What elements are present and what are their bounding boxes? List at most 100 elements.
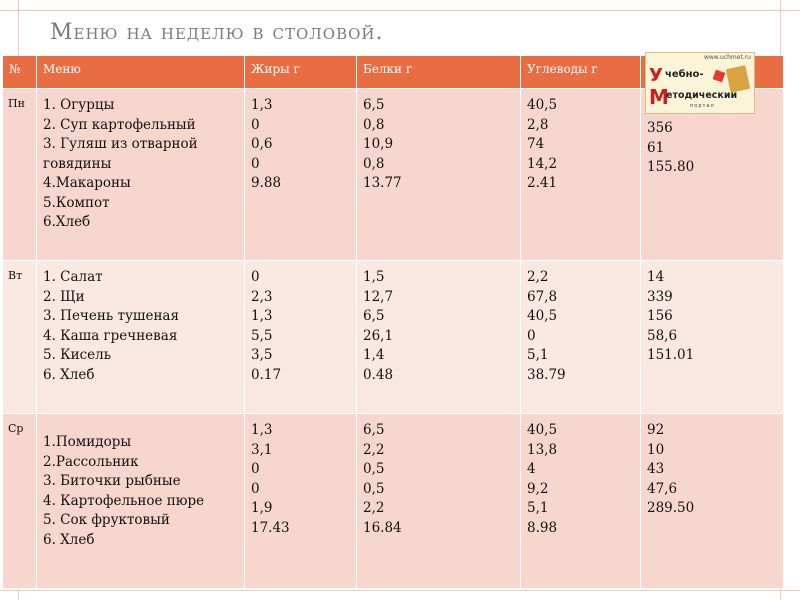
header-number: №	[2, 55, 37, 89]
decor-line	[0, 10, 800, 11]
logo-url: www.uchmet.ru	[703, 54, 751, 61]
decor-line	[0, 590, 800, 591]
logo-line2: етодический	[666, 90, 738, 101]
kcal-line: 155.80	[647, 159, 695, 175]
fat-line: 3,5	[251, 347, 273, 363]
protein-line: 26,1	[363, 327, 394, 344]
menu-line: 5. Кисель	[43, 347, 112, 363]
menu-line: 6. Хлеб	[43, 366, 95, 383]
kcal-line: 61	[647, 139, 665, 156]
day-label: Вт	[8, 269, 23, 282]
carbs-cell: 2,2 67,8 40,5 0 5,1 38.79	[520, 260, 641, 414]
kcal-cell: 14 339 156 58,6 151.01	[640, 260, 784, 414]
fat-line: 1,3	[251, 308, 273, 324]
table-row: Пн 1. Огурцы 2. Суп картофельный 3. Гуляш и…	[2, 88, 784, 261]
logo-line1: чебно-	[665, 69, 704, 80]
fat-line: 1,3	[251, 422, 273, 438]
menu-line: 5. Сок фруктовый	[43, 512, 170, 528]
header-menu: Меню	[36, 55, 245, 89]
menu-line: 4. Картофельное пюре	[43, 492, 205, 509]
day-cell: Вт	[2, 260, 37, 414]
protein-cell: 6,5 0,8 10,9 0,8 13.77	[356, 88, 521, 261]
kcal-line: 289.50	[647, 500, 695, 516]
carbs-line: 74	[527, 136, 545, 152]
fat-line: 0	[251, 155, 260, 172]
menu-line: 3. Гуляш из отварной говядины	[43, 136, 198, 172]
kcal-line: 356	[647, 120, 673, 136]
fat-line: 0,6	[251, 136, 273, 152]
fat-cell: 0 2,3 1,3 5,5 3,5 0.17	[244, 260, 357, 414]
fat-line: 1,3	[251, 97, 273, 113]
carbs-cell: 40,5 13,8 4 9,2 5,1 8.98	[520, 413, 641, 589]
protein-line: 12,7	[363, 288, 394, 305]
kcal-line: 339	[647, 288, 673, 305]
header-fat: Жиры г	[244, 55, 357, 89]
menu-line: 1. Огурцы	[43, 97, 115, 113]
fat-line: 0.17	[251, 366, 282, 383]
fat-line: 2,3	[251, 288, 273, 305]
kcal-line: 43	[647, 461, 665, 477]
protein-line: 0,8	[363, 155, 385, 172]
protein-cell: 6,5 2,2 0,5 0,5 2,2 16.84	[356, 413, 521, 589]
kcal-line: 92	[647, 422, 665, 438]
fat-line: 9.88	[251, 175, 282, 191]
protein-line: 0.48	[363, 366, 394, 383]
protein-line: 0,5	[363, 480, 385, 497]
protein-line: 0,8	[363, 116, 385, 133]
menu-line: 6.Хлеб	[43, 214, 91, 230]
carbs-line: 8.98	[527, 519, 558, 536]
carbs-line: 4	[527, 461, 536, 477]
menu-line: 6. Хлеб	[43, 531, 95, 548]
carbs-line: 40,5	[527, 308, 558, 324]
menu-line: 4.Макароны	[43, 175, 131, 191]
protein-line: 6,5	[363, 97, 385, 113]
menu-line: 1.Помидоры	[43, 434, 132, 450]
logo-cube-icon	[712, 69, 726, 83]
menu-line: 3. Печень тушеная	[43, 308, 180, 324]
carbs-line: 9,2	[527, 480, 549, 497]
menu-cell: 1. Салат 2. Щи 3. Печень тушеная 4. Каша гр…	[36, 260, 245, 414]
menu-line: 4. Каша гречневая	[43, 327, 178, 344]
header-protein: Белки г	[356, 55, 521, 89]
protein-line: 2,2	[363, 441, 385, 458]
fat-line: 0	[251, 116, 260, 133]
logo-letter-u: У	[649, 65, 663, 86]
protein-line: 6,5	[363, 422, 385, 438]
table-row: Ср 1.Помидоры 2.Рассольник 3. Биточки рыбны…	[2, 413, 784, 589]
day-cell: Пн	[2, 88, 37, 261]
logo-letter-m: М	[649, 85, 669, 109]
carbs-line: 13,8	[527, 441, 558, 458]
kcal-line: 58,6	[647, 327, 678, 344]
menu-line: 2. Суп картофельный	[43, 116, 196, 133]
fat-line: 0	[251, 269, 260, 285]
carbs-line: 38.79	[527, 366, 566, 383]
protein-line: 1,5	[363, 269, 385, 285]
protein-cell: 1,5 12,7 6,5 26,1 1,4 0.48	[356, 260, 521, 414]
fat-line: 3,1	[251, 441, 273, 458]
carbs-line: 40,5	[527, 97, 558, 113]
kcal-line: 151.01	[647, 347, 695, 363]
kcal-cell: 92 10 43 47,6 289.50	[640, 413, 784, 589]
fat-line: 1,9	[251, 500, 273, 516]
fat-cell: 1,3 0 0,6 0 9.88	[244, 88, 357, 261]
carbs-cell: 40,5 2,8 74 14,2 2.41	[520, 88, 641, 261]
carbs-line: 0	[527, 327, 536, 344]
protein-line: 2,2	[363, 500, 385, 516]
carbs-line: 2.41	[527, 175, 558, 191]
protein-line: 16.84	[363, 519, 402, 536]
protein-line: 10,9	[363, 136, 394, 152]
kcal-line: 10	[647, 441, 665, 458]
carbs-line: 2,8	[527, 116, 549, 133]
menu-table: № Меню Жиры г Белки г Углеводы г … г Пн1…	[2, 55, 784, 589]
menu-cell: 1. Огурцы 2. Суп картофельный 3. Гуляш из …	[36, 88, 245, 261]
day-label: Пн	[8, 97, 25, 110]
carbs-line: 40,5	[527, 422, 558, 438]
menu-line: 2. Щи	[43, 288, 85, 305]
protein-line: 6,5	[363, 308, 385, 324]
day-cell: Ср	[2, 413, 37, 589]
day-label: Ср	[8, 422, 24, 435]
carbs-line: 2,2	[527, 269, 549, 285]
carbs-line: 14,2	[527, 155, 558, 172]
menu-line: 3. Биточки рыбные	[43, 473, 181, 489]
protein-line: 13.77	[363, 175, 402, 191]
